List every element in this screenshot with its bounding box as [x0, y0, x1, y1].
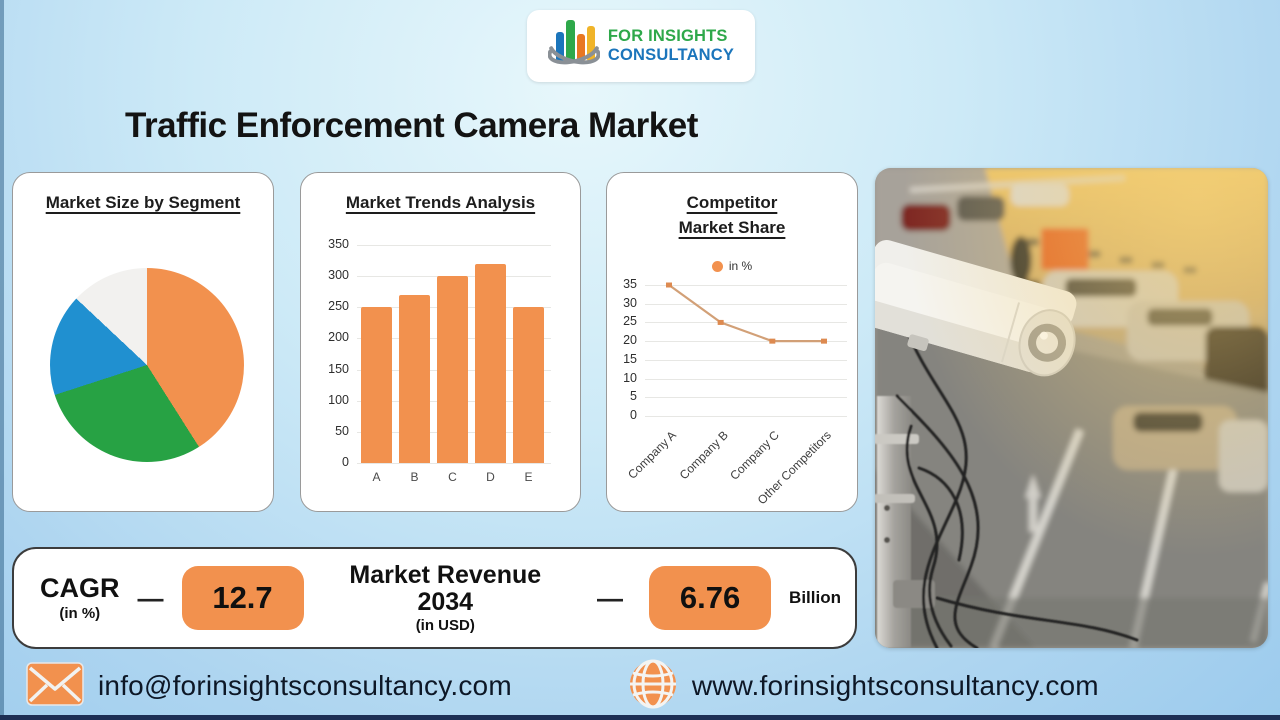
logo-wordmark: FOR INSIGHTS CONSULTANCY [608, 27, 734, 65]
line-x-tick-label: Company A [625, 428, 679, 482]
line-gridline [645, 416, 847, 417]
bar [361, 307, 392, 463]
bar-y-tick-label: 300 [328, 268, 349, 283]
line-gridline [645, 359, 847, 361]
envelope-icon [26, 661, 84, 711]
line-y-tick-label: 20 [623, 333, 637, 348]
line-y-tick-label: 0 [630, 408, 637, 422]
line-gridline [645, 285, 847, 286]
traffic-camera-photo [875, 168, 1268, 648]
line-y-tick-label: 10 [623, 370, 637, 385]
line-chart-title: Competitor Market Share [607, 191, 857, 240]
line-data-point [769, 338, 776, 344]
line-chart-title-line1: Competitor [686, 193, 778, 212]
bar-x-tick-label: A [372, 470, 381, 484]
line-gridline [645, 322, 847, 324]
line-y-tick-label: 5 [630, 389, 637, 404]
page-title: Traffic Enforcement Camera Market [125, 106, 698, 145]
line-chart-card: Competitor Market Share in % 0 5 10 15 20 25 3… [606, 172, 858, 512]
line-gridline [645, 341, 847, 343]
line-gridline [645, 397, 847, 399]
line-gridline [645, 378, 847, 380]
logo-barchart-icon [547, 16, 601, 77]
line-chart-title-line2: Market Share [678, 217, 786, 237]
bar-y-tick-label: 250 [328, 299, 349, 314]
bar-chart-title: Market Trends Analysis [345, 193, 536, 212]
dash-separator: — [137, 582, 164, 613]
legend-label: in % [728, 259, 753, 273]
globe-icon [628, 659, 678, 714]
footer-email-block: info@forinsightsconsultancy.com [26, 661, 512, 711]
line-x-tick-label: Other Competitors [754, 428, 834, 508]
revenue-label: Market Revenue 2034 [349, 561, 542, 616]
bar-chart-plot: 0 50 100 150 200 250 300 350 A B C D E [328, 237, 551, 484]
line-x-tick-label: Company B [676, 428, 731, 483]
footer-website-block: www.forinsightsconsultancy.com [628, 659, 1099, 714]
footer-website-text[interactable]: www.forinsightsconsultancy.com [691, 670, 1099, 701]
legend-dot-icon [711, 260, 723, 272]
line-y-tick-label: 35 [623, 277, 637, 291]
bar [437, 276, 468, 463]
pie-chart-card: Market Size by Segment [12, 172, 274, 512]
revenue-value-badge: 6.76 [649, 566, 772, 630]
line-chart-plot: 0 5 10 15 20 25 30 35 Company A Company B Company … [623, 277, 847, 507]
pie-chart [50, 268, 244, 462]
line-data-point [666, 282, 672, 288]
footer-email-text[interactable]: info@forinsightsconsultancy.com [98, 670, 512, 701]
bar-y-tick-label: 0 [342, 455, 349, 469]
line-chart-legend: in % [607, 259, 857, 273]
pie-chart-title: Market Size by Segment [45, 193, 241, 212]
cagr-unit-label: (in %) [59, 604, 101, 622]
bar-y-tick-label: 350 [328, 237, 349, 251]
bar [399, 294, 430, 463]
bar-y-tick-label: 200 [328, 330, 349, 345]
traffic-scene-illustration [875, 168, 1268, 648]
line-y-tick-label: 30 [623, 295, 637, 310]
line-y-tick-label: 15 [623, 351, 637, 366]
line-data-point [821, 338, 827, 344]
bar-x-tick-label: D [486, 470, 495, 484]
stats-bar: CAGR (in %) — 12.7 Market Revenue 2034 (… [12, 547, 857, 649]
bar-y-tick-label: 100 [328, 392, 349, 407]
revenue-label-block: Market Revenue 2034 (in USD) [326, 562, 566, 634]
line-x-tick-label: Company C [727, 428, 783, 483]
bar-gridline [357, 463, 551, 464]
cagr-label-block: CAGR (in %) [40, 573, 120, 622]
bar [513, 307, 544, 463]
company-logo: FOR INSIGHTS CONSULTANCY [527, 10, 755, 82]
logo-line2: CONSULTANCY [607, 46, 735, 64]
logo-line1: FOR INSIGHTS [607, 27, 728, 46]
dash-separator: — [597, 582, 624, 613]
line-series [666, 282, 827, 344]
cagr-label: CAGR [40, 573, 120, 604]
line-y-tick-label: 25 [623, 314, 637, 329]
bar-x-tick-label: B [410, 470, 419, 484]
revenue-unit-label: (in USD) [415, 616, 475, 634]
bar-x-tick-label: C [448, 470, 457, 484]
line-data-point [717, 319, 724, 325]
bar-x-tick-label: E [524, 470, 533, 484]
footer: info@forinsightsconsultancy.com www.fori… [0, 657, 1280, 715]
line-gridline [645, 303, 847, 305]
bar-y-tick-label: 150 [328, 361, 349, 376]
bar-y-tick-label: 50 [335, 423, 349, 438]
billion-label: Billion [789, 588, 841, 607]
bar-chart-card: Market Trends Analysis 0 50 100 150 200 250 30… [300, 172, 581, 512]
cagr-value-badge: 12.7 [181, 566, 304, 630]
bar [475, 263, 506, 463]
bar-gridline [357, 245, 551, 246]
